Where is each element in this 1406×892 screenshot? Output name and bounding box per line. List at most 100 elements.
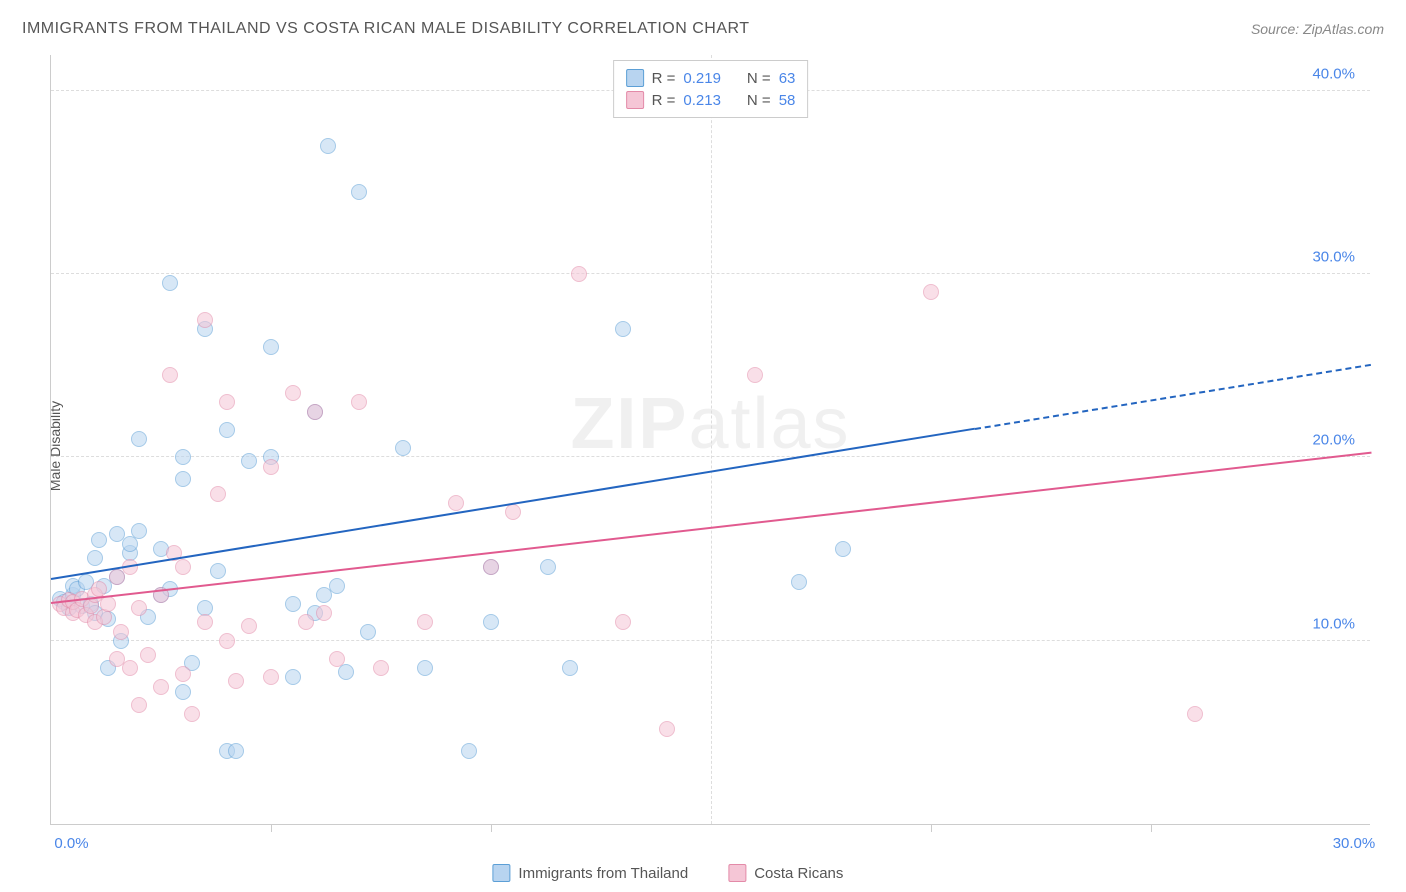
y-tick-label: 30.0% <box>1312 249 1355 266</box>
data-point <box>351 394 367 410</box>
data-point <box>219 633 235 649</box>
data-point <box>175 684 191 700</box>
data-point <box>219 394 235 410</box>
data-point <box>417 660 433 676</box>
legend-n-label: N = <box>747 70 771 87</box>
x-minor-tick <box>931 824 932 832</box>
data-point <box>373 660 389 676</box>
data-point <box>100 596 116 612</box>
source-label: Source: ZipAtlas.com <box>1251 21 1384 37</box>
data-point <box>91 532 107 548</box>
trendline <box>975 364 1371 430</box>
data-point <box>285 669 301 685</box>
data-point <box>162 275 178 291</box>
data-point <box>197 614 213 630</box>
legend-n-value: 58 <box>779 92 796 109</box>
legend-swatch <box>626 69 644 87</box>
data-point <box>329 578 345 594</box>
x-minor-tick <box>271 824 272 832</box>
legend-row: R = 0.213 N = 58 <box>626 89 796 111</box>
legend-r-value: 0.219 <box>683 70 721 87</box>
data-point <box>241 453 257 469</box>
data-point <box>461 743 477 759</box>
y-tick-label: 10.0% <box>1312 615 1355 632</box>
chart-title: IMMIGRANTS FROM THAILAND VS COSTA RICAN … <box>22 20 750 38</box>
data-point <box>285 385 301 401</box>
data-point <box>659 721 675 737</box>
data-point <box>197 312 213 328</box>
legend-r-label: R = <box>652 70 676 87</box>
data-point <box>835 541 851 557</box>
data-point <box>122 660 138 676</box>
data-point <box>184 706 200 722</box>
legend-item: Costa Ricans <box>728 864 843 882</box>
data-point <box>131 697 147 713</box>
data-point <box>329 651 345 667</box>
legend-series-name: Immigrants from Thailand <box>518 865 688 882</box>
legend-r-value: 0.213 <box>683 92 721 109</box>
scatter-chart: ZIPatlas R =0.219N =63R =0.213N =58 10.0… <box>50 55 1370 825</box>
y-tick-label: 40.0% <box>1312 65 1355 82</box>
data-point <box>615 614 631 630</box>
data-point <box>228 673 244 689</box>
data-point <box>87 550 103 566</box>
data-point <box>923 284 939 300</box>
data-point <box>153 679 169 695</box>
data-point <box>175 666 191 682</box>
x-minor-tick <box>1151 824 1152 832</box>
data-point <box>263 339 279 355</box>
trendline <box>51 428 975 580</box>
legend-swatch <box>492 864 510 882</box>
data-point <box>505 504 521 520</box>
x-tick-label: 30.0% <box>1333 835 1376 852</box>
data-point <box>615 321 631 337</box>
data-point <box>562 660 578 676</box>
data-point <box>417 614 433 630</box>
data-point <box>131 523 147 539</box>
legend-n-value: 63 <box>779 70 796 87</box>
legend-n-label: N = <box>747 92 771 109</box>
legend-row: R = 0.219 N = 63 <box>626 67 796 89</box>
legend-swatch <box>728 864 746 882</box>
data-point <box>162 367 178 383</box>
y-tick-label: 20.0% <box>1312 432 1355 449</box>
data-point <box>351 184 367 200</box>
data-point <box>140 647 156 663</box>
data-point <box>131 431 147 447</box>
data-point <box>298 614 314 630</box>
data-point <box>210 563 226 579</box>
data-point <box>540 559 556 575</box>
data-point <box>316 605 332 621</box>
x-tick-label: 0.0% <box>54 835 88 852</box>
data-point <box>241 618 257 634</box>
data-point <box>228 743 244 759</box>
data-point <box>1187 706 1203 722</box>
data-point <box>113 624 129 640</box>
data-point <box>395 440 411 456</box>
data-point <box>210 486 226 502</box>
data-point <box>197 600 213 616</box>
data-point <box>571 266 587 282</box>
data-point <box>791 574 807 590</box>
data-point <box>285 596 301 612</box>
data-point <box>307 404 323 420</box>
data-point <box>360 624 376 640</box>
legend-series-name: Costa Ricans <box>754 865 843 882</box>
x-minor-tick <box>491 824 492 832</box>
data-point <box>320 138 336 154</box>
data-point <box>175 559 191 575</box>
legend-swatch <box>626 91 644 109</box>
legend-item: Immigrants from Thailand <box>492 864 688 882</box>
data-point <box>175 449 191 465</box>
correlation-legend: R = 0.219 N = 63 R = 0.213 N = 58 <box>613 60 809 118</box>
data-point <box>483 614 499 630</box>
data-point <box>263 669 279 685</box>
data-point <box>483 559 499 575</box>
data-point <box>219 422 235 438</box>
legend-r-label: R = <box>652 92 676 109</box>
gridline-v <box>711 55 712 824</box>
data-point <box>448 495 464 511</box>
data-point <box>175 471 191 487</box>
data-point <box>131 600 147 616</box>
data-point <box>747 367 763 383</box>
